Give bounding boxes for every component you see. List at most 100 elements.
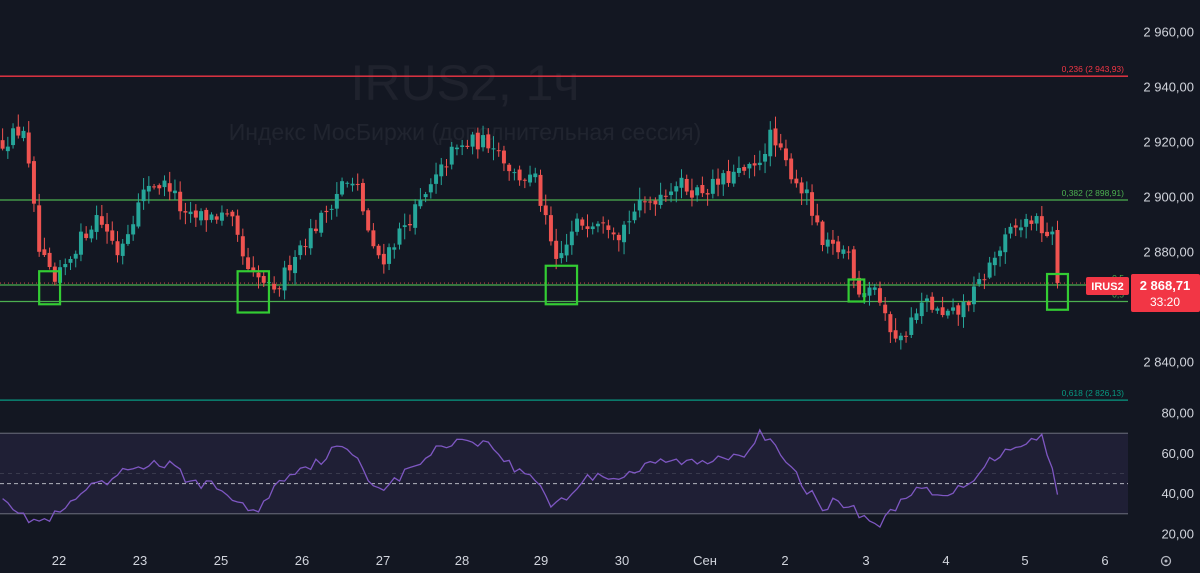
time-axis[interactable]: 22 23 25 26 27 28 29 30 Сен 2 3 4 5 6 [52,553,1109,568]
candle-body [303,246,308,248]
rsi-axis[interactable]: 80,00 60,00 40,00 20,00 [1161,406,1194,542]
candle-body [695,187,700,196]
candle-body [935,308,940,311]
time-axis-tick-label: 22 [52,553,66,568]
candle-body [496,150,501,152]
candle-body [329,208,334,210]
candle-body [768,129,773,157]
candle-body [376,245,381,256]
candle-body [73,253,78,259]
candle-body [517,169,522,181]
time-axis-tick-label: 25 [214,553,228,568]
candle-body [491,148,496,150]
candle-body [804,189,809,194]
price-axis-tick-label: 2 840,00 [1143,355,1194,370]
candle-body [397,228,402,245]
candle-body [287,264,292,271]
candle-body [1029,220,1034,224]
candle-body [606,225,611,230]
candle-body [293,256,298,274]
price-tag-value: 2 868,71 [1140,278,1191,293]
candle-body [940,307,945,316]
candle-body [930,296,935,310]
symbol-tag-label: IRUS2 [1091,281,1123,293]
candle-body [486,134,491,149]
candle-body [637,199,642,211]
candle-body [595,223,600,227]
candle-body [1024,218,1029,227]
candle-body [548,215,553,242]
rsi-line [2,428,1059,528]
fib-level-label: 0,382 (2 898,91) [1062,188,1125,198]
candle-body [454,147,459,150]
highlight-box [1045,272,1070,311]
candle-body [225,213,230,215]
candle-body [507,164,512,172]
price-axis[interactable]: 2 960,00 2 940,00 2 920,00 2 900,00 2 880,00… [1143,25,1194,370]
rsi-series [2,428,1059,528]
candle-body [387,247,392,264]
symbol-tag: IRUS2 [1086,277,1129,295]
candle-body [966,301,971,306]
candle-body [282,267,287,291]
gear-icon[interactable] [1160,555,1172,567]
candle-body [392,247,397,250]
candle-body [350,183,355,186]
candle-body [209,214,214,220]
candle-body [360,183,365,212]
candle-body [846,251,851,253]
candle-body [413,204,418,228]
candle-body [449,146,454,165]
candle-body [564,244,569,256]
candle-body [1008,226,1013,234]
candle-body [783,148,788,161]
candle-body [971,286,976,305]
candle-body [987,262,992,278]
candle-body [575,218,580,232]
candle-body [919,302,924,317]
candle-body [789,158,794,180]
candle-body [402,225,407,228]
candle-body [251,267,256,271]
candle-body [178,191,183,212]
candle-body [313,228,318,232]
candle-body [423,194,428,198]
candle-body [674,186,679,192]
candle-body [904,335,909,337]
candle-body [648,201,653,203]
candle-body [136,202,141,227]
candle-body [162,180,167,188]
price-tag-background [1131,274,1200,312]
candle-body [689,190,694,198]
candle-body [669,191,674,196]
candle-body [982,279,987,281]
rsi-axis-tick-label: 40,00 [1161,486,1194,501]
candle-body [460,145,465,147]
candle-body [872,287,877,290]
candle-body [898,335,903,341]
candle-body [141,189,146,202]
price-axis-tick-label: 2 900,00 [1143,190,1194,205]
candle-body [705,193,710,195]
candle-body [235,215,240,235]
candle-body [961,302,966,318]
symbol-tag-background [1086,277,1129,295]
candle-body [956,305,961,315]
candle-body [68,259,73,263]
candle-body [334,193,339,209]
candle-body [585,226,590,229]
candle-body [52,266,57,282]
candle-body [366,210,371,231]
highlight-box [38,270,62,306]
candle-body [836,241,841,253]
candle-body [1018,227,1023,231]
time-axis-tick-label: 5 [1021,553,1028,568]
time-axis-tick-label: 28 [455,553,469,568]
candle-body [622,224,627,243]
rsi-background [0,432,1128,515]
candle-body [63,264,68,268]
candle-body [5,146,10,152]
candle-body [1045,231,1050,237]
candle-body [794,178,799,184]
